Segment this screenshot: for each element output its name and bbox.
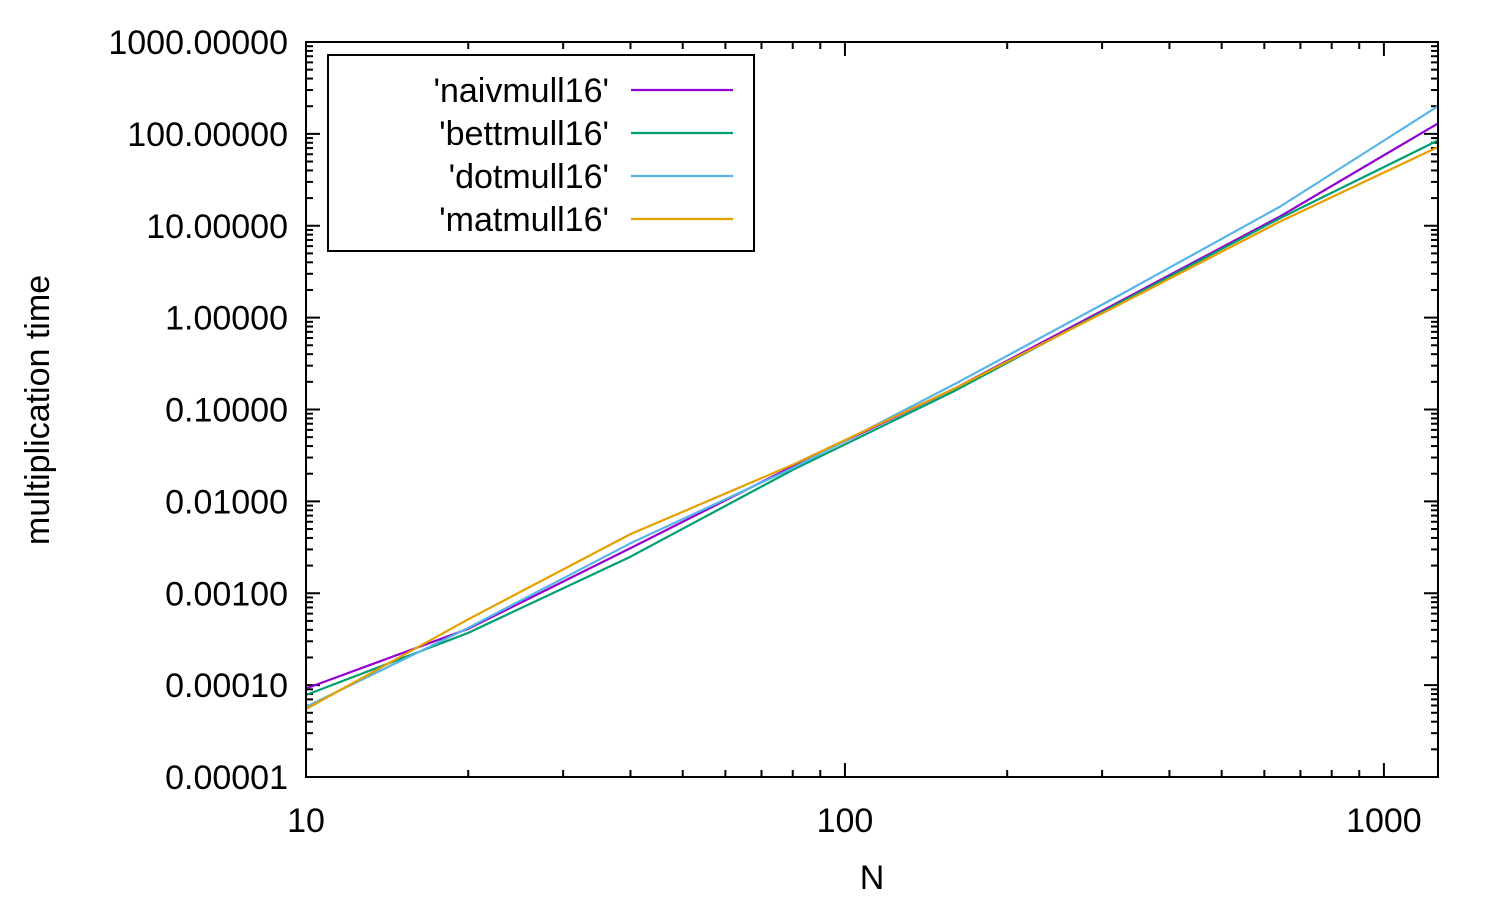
series-line-bettmull16 (305, 139, 1439, 697)
x-axis-tick-labels: 10 100 1000 (287, 802, 1422, 840)
legend-label: 'matmull16' (439, 201, 609, 239)
x-tick-label: 1000 (1346, 802, 1422, 840)
y-tick-label: 0.01000 (165, 483, 288, 521)
y-tick-label: 10.00000 (146, 208, 288, 246)
y-tick-label: 100.00000 (127, 116, 288, 154)
legend-label: 'naivmull16' (433, 72, 609, 110)
y-axis-title: multiplication time (19, 275, 57, 545)
legend: 'naivmull16' 'bettmull16' 'dotmull16' 'matm… (327, 54, 755, 252)
series-lines (305, 105, 1439, 710)
y-tick-label: 0.00010 (165, 667, 288, 705)
legend-label: 'dotmull16' (449, 158, 609, 196)
legend-items: 'naivmull16' 'bettmull16' 'dotmull16' 'matm… (433, 72, 733, 239)
y-tick-label: 0.00100 (165, 575, 288, 613)
x-tick-label: 10 (287, 802, 325, 840)
x-tick-label: 100 (817, 802, 874, 840)
y-tick-label: 0.00001 (165, 759, 288, 797)
legend-label: 'bettmull16' (439, 115, 609, 153)
plot-area-border (305, 41, 1439, 778)
y-axis-tick-labels: 0.00001 0.00010 0.00100 0.01000 0.10000 1.000… (108, 24, 288, 797)
y-tick-label: 1.00000 (165, 300, 288, 338)
y-tick-label: 1000.00000 (108, 24, 288, 62)
x-axis-title: N (860, 859, 885, 897)
series-line-matmull16 (305, 146, 1439, 710)
y-tick-label: 0.10000 (165, 392, 288, 430)
